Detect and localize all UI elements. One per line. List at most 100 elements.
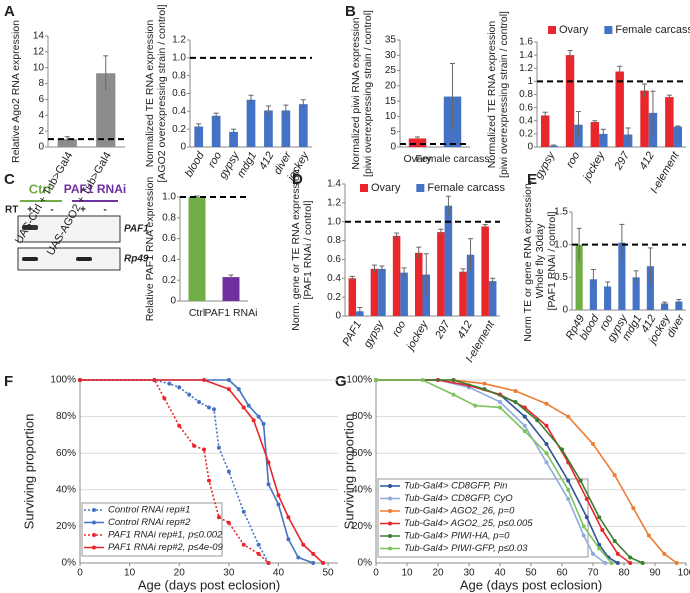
legend-label: Ovary: [371, 182, 401, 194]
gel: Ctrl PAF1 RNAi RT + - + - PAF1 Rp49: [5, 181, 149, 271]
bar: [444, 205, 453, 316]
gel-band: [22, 225, 38, 230]
y-axis-title: Whole fly 30day: [534, 223, 546, 298]
y-axis-title: Normalized TE RNA expression: [486, 21, 498, 169]
point: [566, 496, 571, 501]
legend-marker: [388, 521, 392, 526]
point: [513, 399, 518, 404]
y-tick-label: 8: [38, 78, 44, 89]
point: [451, 392, 456, 397]
survival-line: [376, 379, 678, 564]
y-tick-label: 6: [38, 94, 44, 105]
point: [631, 506, 636, 511]
y-tick-label: 0.4: [519, 115, 533, 126]
panel-letter: B: [345, 3, 356, 20]
x-tick-label: 70: [587, 568, 599, 579]
y-tick-label: 80%: [56, 411, 76, 422]
legend-marker: [92, 545, 96, 550]
panel-letter: G: [335, 373, 347, 390]
legend-swatch: [360, 184, 368, 192]
y-tick-label: 0: [38, 142, 44, 153]
y-tick-label: 1.2: [327, 197, 341, 208]
point: [266, 460, 271, 465]
x-tick-label: diver: [665, 312, 688, 340]
y-tick-label: 20%: [56, 521, 76, 532]
point: [522, 429, 527, 434]
x-tick-label: 297: [433, 318, 454, 342]
bar: [281, 110, 291, 147]
x-tick-label: 0: [373, 568, 379, 579]
y-tick-label: 1: [527, 76, 533, 87]
point: [628, 561, 633, 565]
point: [674, 561, 679, 565]
x-tick-label: 20: [432, 568, 444, 579]
bar: [211, 115, 221, 147]
y-tick-label: 4: [38, 110, 44, 121]
point: [578, 478, 583, 483]
y-axis-title: [PAF1 RNAi / control]: [546, 211, 558, 310]
gel-group-label: PAF1 RNAi: [64, 182, 126, 196]
point: [482, 387, 487, 392]
y-axis-title: Normalized TE RNA expression: [144, 20, 156, 168]
point: [603, 561, 608, 565]
rt-label: RT: [5, 205, 18, 216]
bar: [188, 197, 206, 301]
x-tick-label: 40: [273, 568, 285, 579]
y-axis-title: Norm TE or gene RNA expression,: [522, 180, 534, 341]
legend-box: [81, 502, 223, 557]
y-tick-label: 0.5: [554, 272, 568, 283]
y-tick-label: 40%: [56, 484, 76, 495]
x-tick-label: gypsy: [362, 318, 388, 350]
bar: [673, 126, 683, 147]
y-axis-title: Relative Ago2 RNA expression: [10, 20, 22, 163]
point: [612, 539, 617, 544]
point: [261, 421, 266, 426]
y-tick-label: 0.2: [172, 124, 186, 135]
y-tick-label: 0: [170, 296, 176, 307]
point: [177, 385, 182, 390]
y-tick-label: 0.4: [162, 254, 176, 265]
point: [256, 551, 261, 556]
y-axis-title: Normalized piwi RNA expression: [350, 17, 362, 169]
bar: [264, 110, 273, 147]
survival-line: [80, 379, 270, 564]
point: [597, 546, 602, 551]
y-tick-label: 1.4: [519, 50, 533, 61]
y-tick-label: 25: [385, 65, 397, 76]
y-tick-label: 2: [38, 126, 44, 137]
y-tick-label: 35: [385, 35, 397, 46]
y-tick-label: 100%: [50, 375, 76, 386]
point: [321, 561, 326, 565]
y-tick-label: 0.8: [327, 235, 341, 246]
point: [226, 378, 231, 382]
point: [581, 524, 586, 529]
x-tick-label: Ovary: [403, 153, 432, 165]
legend-swatch: [416, 184, 425, 192]
legend-label: Ovary: [559, 24, 589, 36]
x-tick-label: Ctrl: [189, 307, 205, 319]
point: [187, 392, 192, 397]
point: [513, 388, 518, 393]
y-tick-label: 0: [390, 142, 396, 153]
point: [202, 378, 207, 382]
point: [522, 414, 527, 419]
y-tick-label: 10: [385, 111, 397, 122]
point: [498, 399, 502, 404]
rt-sign: -: [50, 205, 53, 216]
gel-band: [76, 257, 92, 261]
bar: [481, 226, 489, 316]
x-tick-label: jockey: [580, 149, 608, 185]
legend-marker: [388, 546, 392, 551]
bar: [640, 90, 649, 147]
x-tick-label: roo: [564, 150, 582, 170]
y-tick-label: 1.0: [327, 216, 341, 227]
y-tick-label: 1.2: [172, 35, 186, 46]
point: [640, 561, 645, 565]
point: [566, 478, 571, 483]
point: [246, 403, 251, 408]
y-tick-label: 0: [562, 305, 568, 316]
panel-letter: D: [292, 171, 303, 188]
point: [544, 401, 549, 406]
